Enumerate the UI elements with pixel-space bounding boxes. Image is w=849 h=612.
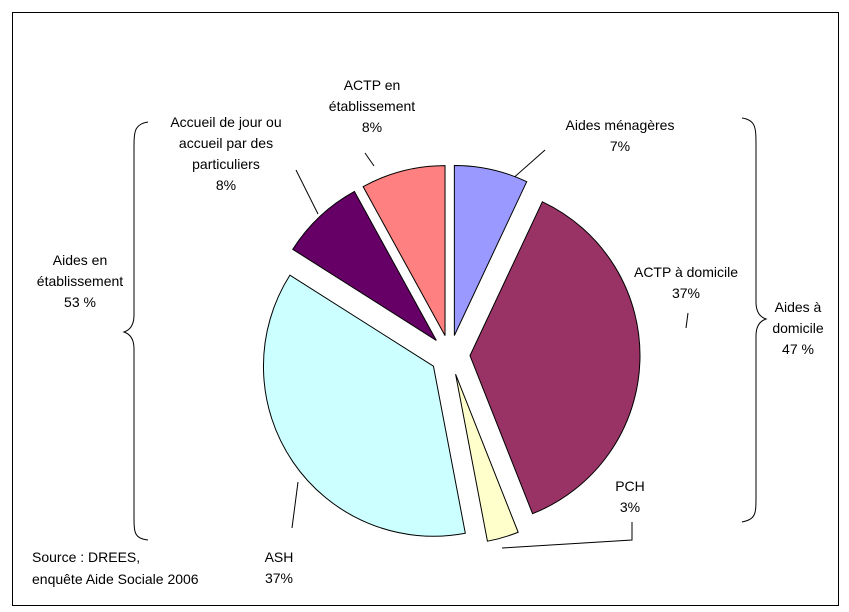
slice-name: ACTP à domicile xyxy=(633,264,738,280)
slice-name: ASH xyxy=(264,549,294,565)
pie-slice xyxy=(362,165,446,336)
right-brace xyxy=(741,117,768,523)
annotation-value: 47 % xyxy=(782,341,814,357)
annotation-text: Aides en établissement xyxy=(36,252,124,289)
slice-label: ASH 37% xyxy=(254,547,304,589)
source-line: enquête Aide Sociale 2006 xyxy=(32,571,199,587)
slice-value: 8% xyxy=(361,119,383,135)
source-line: Source : DREES, xyxy=(32,549,141,565)
annotation: Aides à domicile 47 % xyxy=(762,297,834,360)
pie-slice xyxy=(469,201,641,515)
source: Source : DREES, enquête Aide Sociale 200… xyxy=(32,546,199,590)
slice-name: Accueil de jour ou accueil par des parti… xyxy=(170,114,282,172)
annotation: Aides en établissement 53 % xyxy=(20,250,140,313)
slice-label: Aides ménagères 7% xyxy=(550,115,690,157)
slice-value: 8% xyxy=(215,177,237,193)
leader-line xyxy=(685,312,689,329)
left-brace xyxy=(122,121,149,541)
slice-label: Accueil de jour ou accueil par des parti… xyxy=(151,112,301,196)
annotation-value: 53 % xyxy=(64,294,96,310)
slice-name: ACTP en établissement xyxy=(328,77,416,114)
slice-value: 3% xyxy=(619,499,641,515)
slice-value: 37% xyxy=(264,570,294,586)
leader-line xyxy=(364,152,375,167)
leader-line xyxy=(291,481,299,529)
slice-label: ACTP à domicile 37% xyxy=(621,262,751,304)
pie-slice xyxy=(453,164,528,336)
pie-slice xyxy=(292,190,437,341)
slice-value: 7% xyxy=(609,138,631,154)
slice-value: 37% xyxy=(671,285,701,301)
annotation-text: Aides à domicile xyxy=(772,299,824,336)
leader-line xyxy=(501,522,633,549)
leader-line xyxy=(295,169,319,215)
slice-label: ACTP en établissement 8% xyxy=(317,75,427,138)
slice-name: Aides ménagères xyxy=(565,117,675,133)
slice-label: PCH 3% xyxy=(605,476,655,518)
pie-slice xyxy=(262,274,466,537)
leader-lines xyxy=(291,149,689,549)
pie-slice xyxy=(455,374,519,542)
slice-name: PCH xyxy=(615,478,645,494)
